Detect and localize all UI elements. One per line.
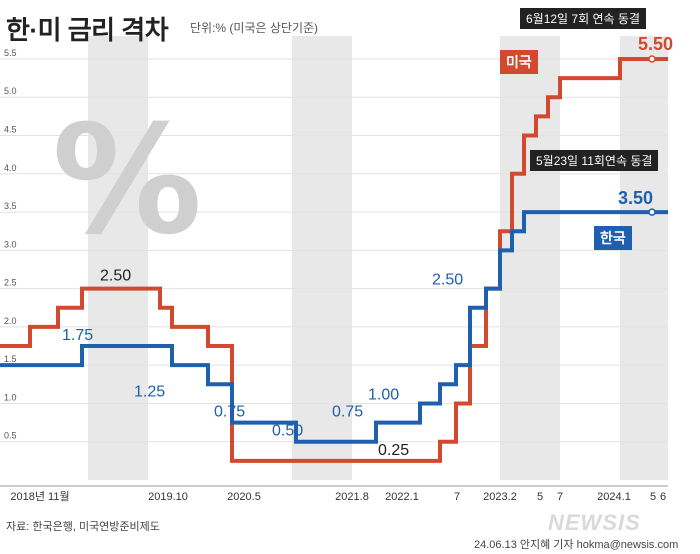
value-label-6: 1.00 — [368, 386, 399, 403]
x-tick-label-1: 2019.10 — [148, 491, 188, 503]
value-label-8: 2.50 — [432, 272, 463, 289]
y-tick-label-5: 3.0 — [4, 239, 17, 249]
x-tick-label-3: 2021.8 — [335, 491, 369, 503]
y-tick-label-3: 2.0 — [4, 316, 17, 326]
x-tick-label-4: 2022.1 — [385, 491, 419, 503]
x-tick-label-5: 7 — [454, 491, 460, 503]
value-label-2: 1.25 — [134, 383, 165, 400]
x-tick-label-2: 2020.5 — [227, 491, 261, 503]
x-tick-label-7: 5 — [537, 491, 543, 503]
x-tick-label-0: 2018년 11월 — [10, 490, 69, 503]
unit-note: 단위:% (미국은 상단기준) — [190, 21, 319, 35]
value-label-1: 1.75 — [62, 327, 93, 344]
y-tick-label-4: 2.5 — [4, 278, 17, 288]
value-label-3: 0.75 — [214, 404, 245, 421]
value-label-5: 0.75 — [332, 404, 363, 421]
y-tick-label-6: 3.5 — [4, 201, 17, 211]
y-tick-label-10: 5.5 — [4, 48, 17, 58]
y-tick-label-9: 5.0 — [4, 86, 17, 96]
korea-final-value: 3.50 — [618, 188, 654, 208]
credit-note: 24.06.13 안지혜 기자 hokma@newsis.com — [474, 539, 679, 551]
us-final-value: 5.50 — [638, 34, 674, 54]
x-tick-label-9: 2024.1 — [597, 491, 631, 503]
series-line-us — [0, 56, 668, 463]
series-end-marker-us — [648, 55, 656, 63]
value-label-0: 2.50 — [100, 268, 131, 285]
value-label-7: 0.25 — [378, 442, 409, 459]
legend-korea: 한국 — [594, 226, 632, 250]
background-band-3 — [620, 36, 668, 480]
background-band-0 — [88, 36, 148, 480]
x-tick-label-8: 7 — [557, 491, 563, 503]
series-end-marker-korea — [648, 208, 656, 216]
chart-title: 한·미 금리 격차 — [6, 15, 169, 45]
y-tick-label-8: 4.5 — [4, 125, 17, 135]
y-tick-label-2: 1.5 — [4, 354, 17, 364]
background-band-2 — [500, 36, 560, 480]
legend-us: 미국 — [500, 50, 538, 74]
percent-icon: % — [52, 94, 202, 268]
korea-callout: 5월23일 11회연속 동결 — [530, 150, 659, 171]
x-tick-label-11: 6 — [660, 491, 666, 503]
y-tick-label-1: 1.0 — [4, 392, 17, 402]
y-tick-label-0: 0.5 — [4, 431, 17, 441]
background-band-1 — [292, 36, 352, 480]
newsis-logo: NEWSIS — [548, 510, 641, 535]
y-tick-label-7: 4.0 — [4, 163, 17, 173]
x-tick-label-10: 5 — [650, 491, 656, 503]
series-line-korea — [0, 210, 668, 444]
value-label-4: 0.50 — [272, 423, 303, 440]
x-tick-label-6: 2023.2 — [483, 491, 517, 503]
source-note: 자료: 한국은행, 미국연방준비제도 — [6, 521, 160, 533]
us-callout: 6월12일 7회 연속 동결 — [520, 8, 646, 29]
